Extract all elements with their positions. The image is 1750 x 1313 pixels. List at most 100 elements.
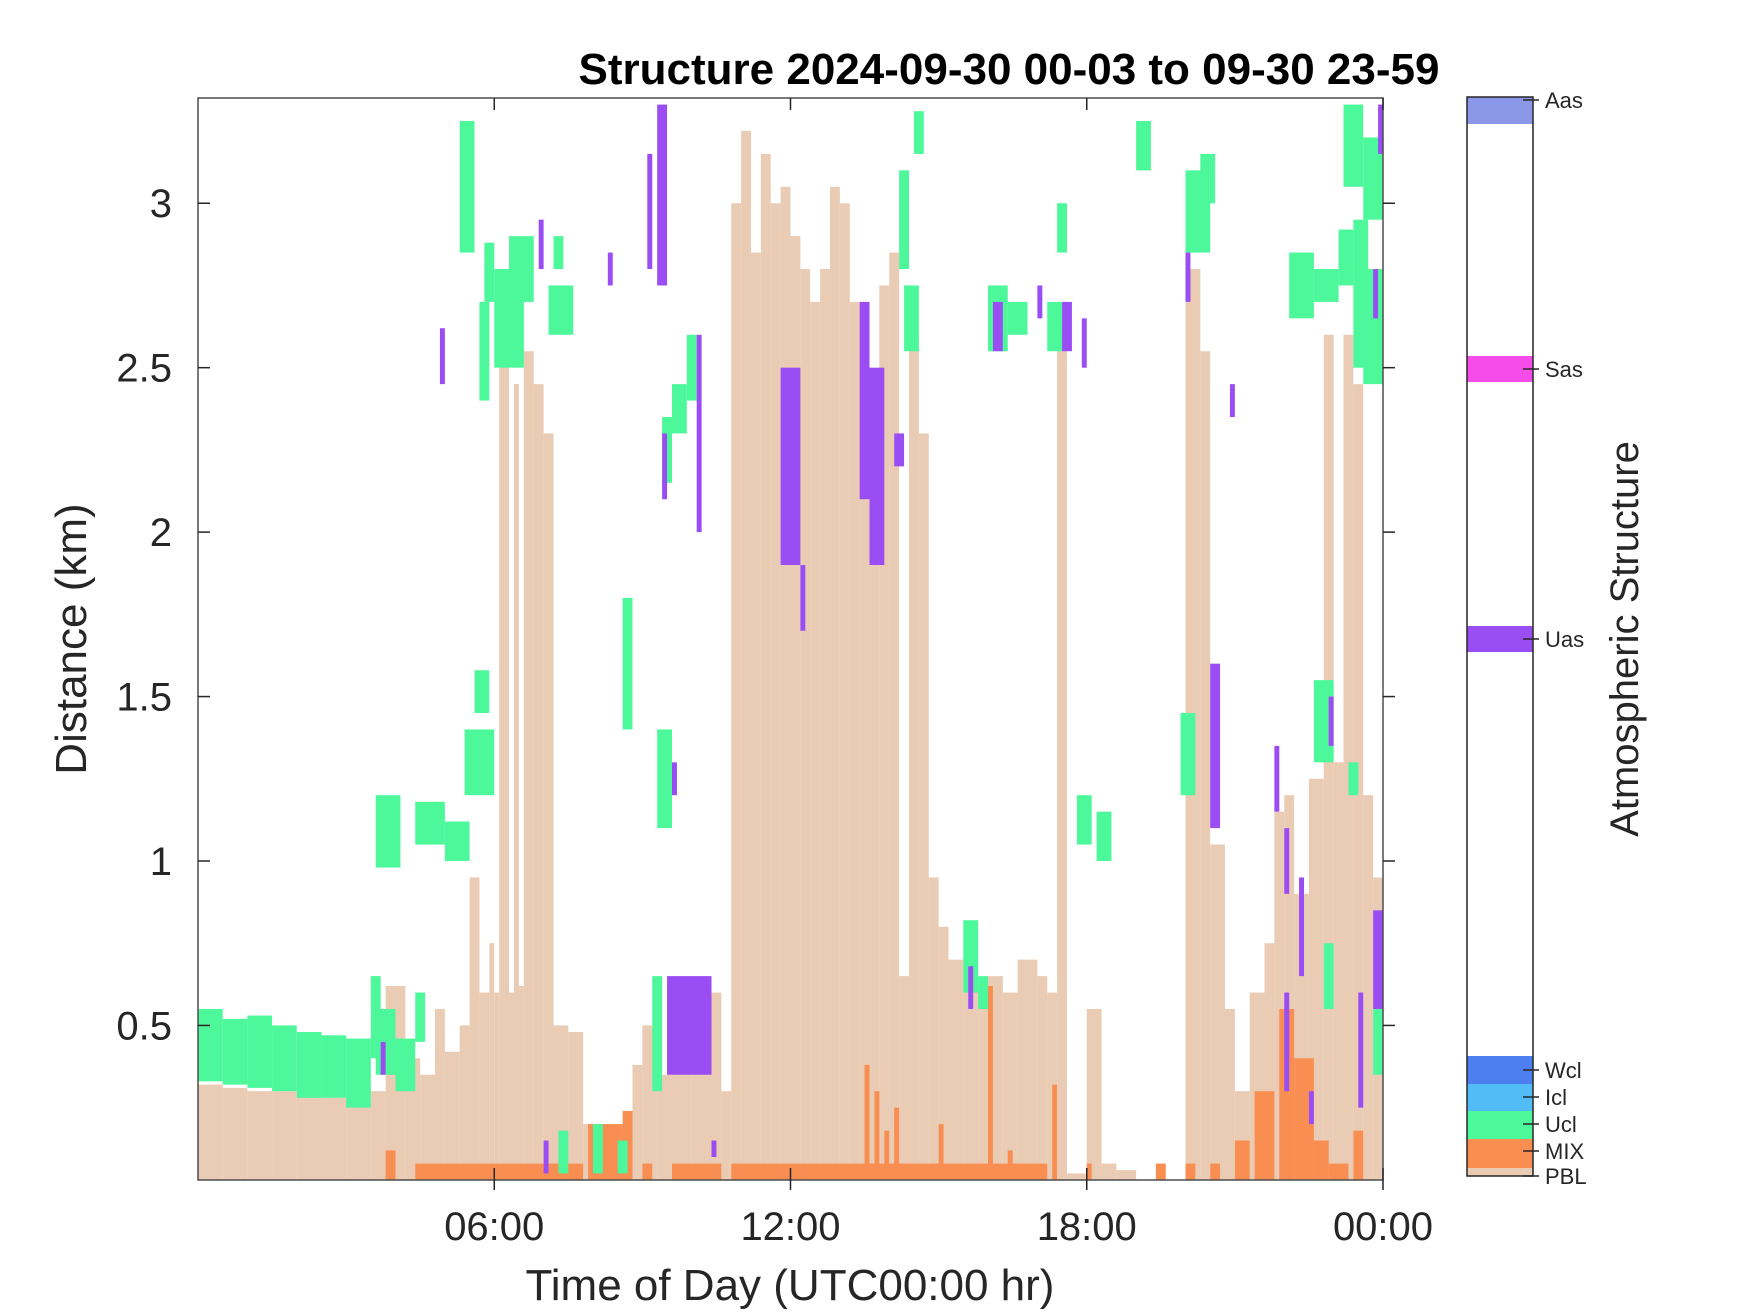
pbl-column xyxy=(533,384,544,1180)
uas-segment xyxy=(1081,318,1087,368)
ucl-segment xyxy=(464,729,495,796)
mix-segment xyxy=(672,1163,722,1180)
ucl-segment xyxy=(479,301,490,401)
pbl-column xyxy=(479,992,490,1180)
pbl-column xyxy=(830,186,840,1180)
ucl-segment xyxy=(346,1038,371,1108)
ucl-segment xyxy=(198,1008,223,1082)
ucl-segment xyxy=(509,236,534,302)
colorbar-tick-label: Uas xyxy=(1545,627,1584,652)
y-axis-label: Distance (km) xyxy=(47,503,96,774)
uas-segment xyxy=(1308,1091,1314,1125)
pbl-column xyxy=(632,1064,643,1180)
pbl-column xyxy=(222,1087,248,1180)
uas-segment xyxy=(1210,663,1221,829)
ucl-segment xyxy=(415,801,445,845)
y-tick-label: 1 xyxy=(150,840,172,884)
pbl-column xyxy=(514,384,519,1180)
colorbar-tick-label: Sas xyxy=(1545,357,1583,382)
mix-segment xyxy=(938,1124,944,1180)
uas-segment xyxy=(538,219,544,270)
uas-segment xyxy=(380,1041,386,1075)
uas-segment xyxy=(1299,877,1304,977)
mix-segment xyxy=(1313,1140,1329,1180)
mix-segment xyxy=(1052,1084,1058,1180)
ucl-segment xyxy=(593,1124,603,1174)
ucl-segment xyxy=(1373,1008,1383,1075)
pbl-column xyxy=(1017,959,1038,1180)
mix-segment xyxy=(642,1163,653,1180)
pbl-column xyxy=(469,877,480,1180)
colorbar-tick-label: Aas xyxy=(1545,88,1583,113)
ucl-segment xyxy=(444,821,470,861)
mix-segment xyxy=(1185,1163,1196,1180)
pbl-column xyxy=(509,992,514,1180)
pbl-column xyxy=(918,433,929,1180)
ucl-segment xyxy=(484,242,495,302)
mix-segment xyxy=(1254,1091,1275,1180)
uas-segment xyxy=(992,301,1003,352)
ucl-segment xyxy=(1047,301,1063,352)
pbl-column xyxy=(523,351,534,1181)
uas-segment xyxy=(657,104,668,286)
pbl-column xyxy=(963,976,979,1180)
pbl-column xyxy=(948,959,964,1180)
ucl-segment xyxy=(296,1032,322,1098)
ucl-segment xyxy=(553,236,564,270)
y-tick-label: 3 xyxy=(150,182,172,226)
ucl-segment xyxy=(558,1130,569,1174)
mix-segment xyxy=(1279,1008,1295,1180)
ucl-segment xyxy=(1096,811,1112,861)
pbl-column xyxy=(780,186,791,1180)
ucl-segment xyxy=(1180,712,1196,796)
uas-segment xyxy=(1284,992,1290,1092)
pbl-column xyxy=(1264,943,1275,1180)
uas-segment xyxy=(869,367,885,566)
pbl-column xyxy=(1225,1008,1235,1180)
mix-layer xyxy=(385,985,1364,1180)
uas-segment xyxy=(780,367,801,566)
colorbar-tick-label: MIX xyxy=(1545,1139,1584,1164)
pbl-column xyxy=(296,1094,322,1180)
pbl-column xyxy=(518,985,524,1180)
uas-segment xyxy=(1358,992,1364,1108)
pbl-column xyxy=(1057,334,1067,1180)
ucl-segment xyxy=(1289,252,1314,319)
uas-segment xyxy=(1185,252,1191,302)
colorbar-swatches xyxy=(1467,97,1533,1176)
pbl-column xyxy=(568,1032,584,1180)
pbl-column xyxy=(1116,1170,1137,1180)
pbl-column xyxy=(938,926,949,1180)
colorbar-label: Atmospheric Structure xyxy=(1603,441,1647,837)
colorbar-tick-label: Icl xyxy=(1545,1085,1567,1110)
colorbar-swatch-wcl xyxy=(1467,1056,1533,1084)
ucl-segment xyxy=(1313,269,1339,302)
x-axis: 06:00 12:00 18:00 00:00 xyxy=(444,98,1433,1249)
pbl-column xyxy=(489,943,495,1180)
pbl-column xyxy=(928,877,939,1180)
uas-segment xyxy=(1062,301,1072,352)
pbl-column xyxy=(731,203,742,1181)
pbl-column xyxy=(1363,795,1374,1180)
pbl-column xyxy=(247,1091,273,1180)
uas-segment xyxy=(647,153,653,270)
pbl-column xyxy=(1067,1173,1087,1180)
mix-segment xyxy=(884,1130,890,1180)
pbl-column xyxy=(272,1091,297,1180)
pbl-column xyxy=(1343,334,1354,1180)
uas-segment xyxy=(711,1140,717,1157)
mix-segment xyxy=(988,985,993,1180)
mix-segment xyxy=(1210,1163,1221,1180)
ucl-segment xyxy=(657,729,672,829)
mix-segment xyxy=(1353,1130,1364,1180)
mix-segment xyxy=(874,1091,880,1180)
pbl-column xyxy=(1002,992,1018,1180)
pbl-column xyxy=(770,203,781,1181)
ucl-segment xyxy=(686,334,697,401)
ucl-segment xyxy=(321,1035,347,1098)
pbl-column xyxy=(1200,351,1211,1181)
pbl-column xyxy=(800,269,811,1180)
pbl-column xyxy=(721,1091,732,1180)
